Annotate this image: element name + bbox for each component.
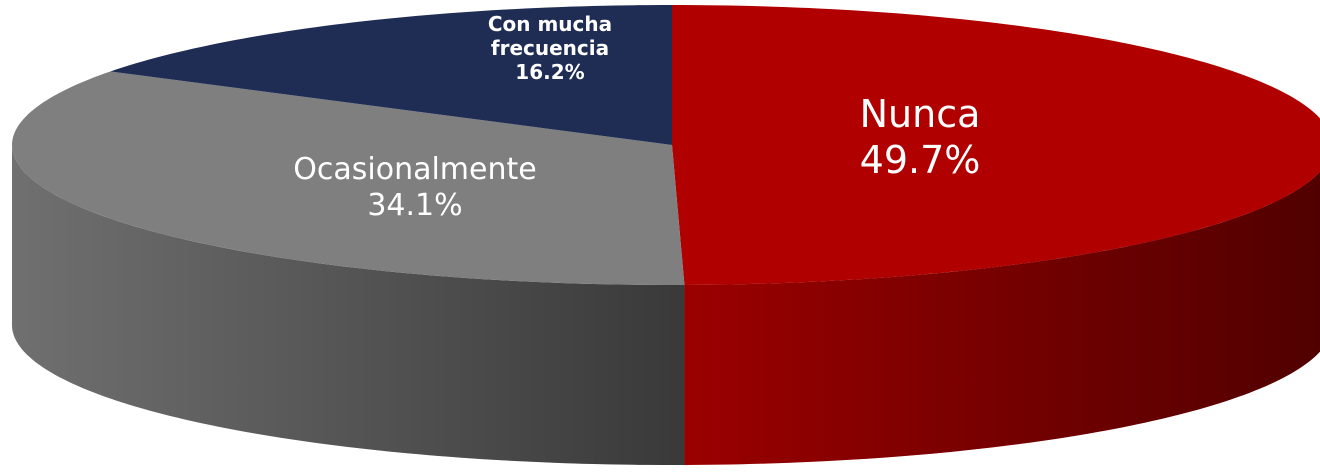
slice-label: Nunca 49.7% — [860, 92, 981, 183]
slice — [672, 5, 1320, 285]
category-label: Ocasionalmente — [293, 152, 537, 187]
value-label: 16.2% — [515, 60, 585, 84]
slice — [110, 5, 673, 145]
category-label: Nunca — [859, 92, 981, 136]
slice — [12, 71, 685, 285]
slice-side-shade — [684, 171, 1320, 465]
category-label: Con mucha frecuencia — [487, 12, 613, 60]
slice-label: Con mucha frecuencia 16.2% — [465, 12, 635, 84]
value-label: 34.1% — [367, 188, 463, 223]
slice-label: Ocasionalmente 34.1% — [293, 152, 536, 224]
slice-side-shade — [12, 145, 685, 465]
value-label: 49.7% — [859, 137, 981, 182]
